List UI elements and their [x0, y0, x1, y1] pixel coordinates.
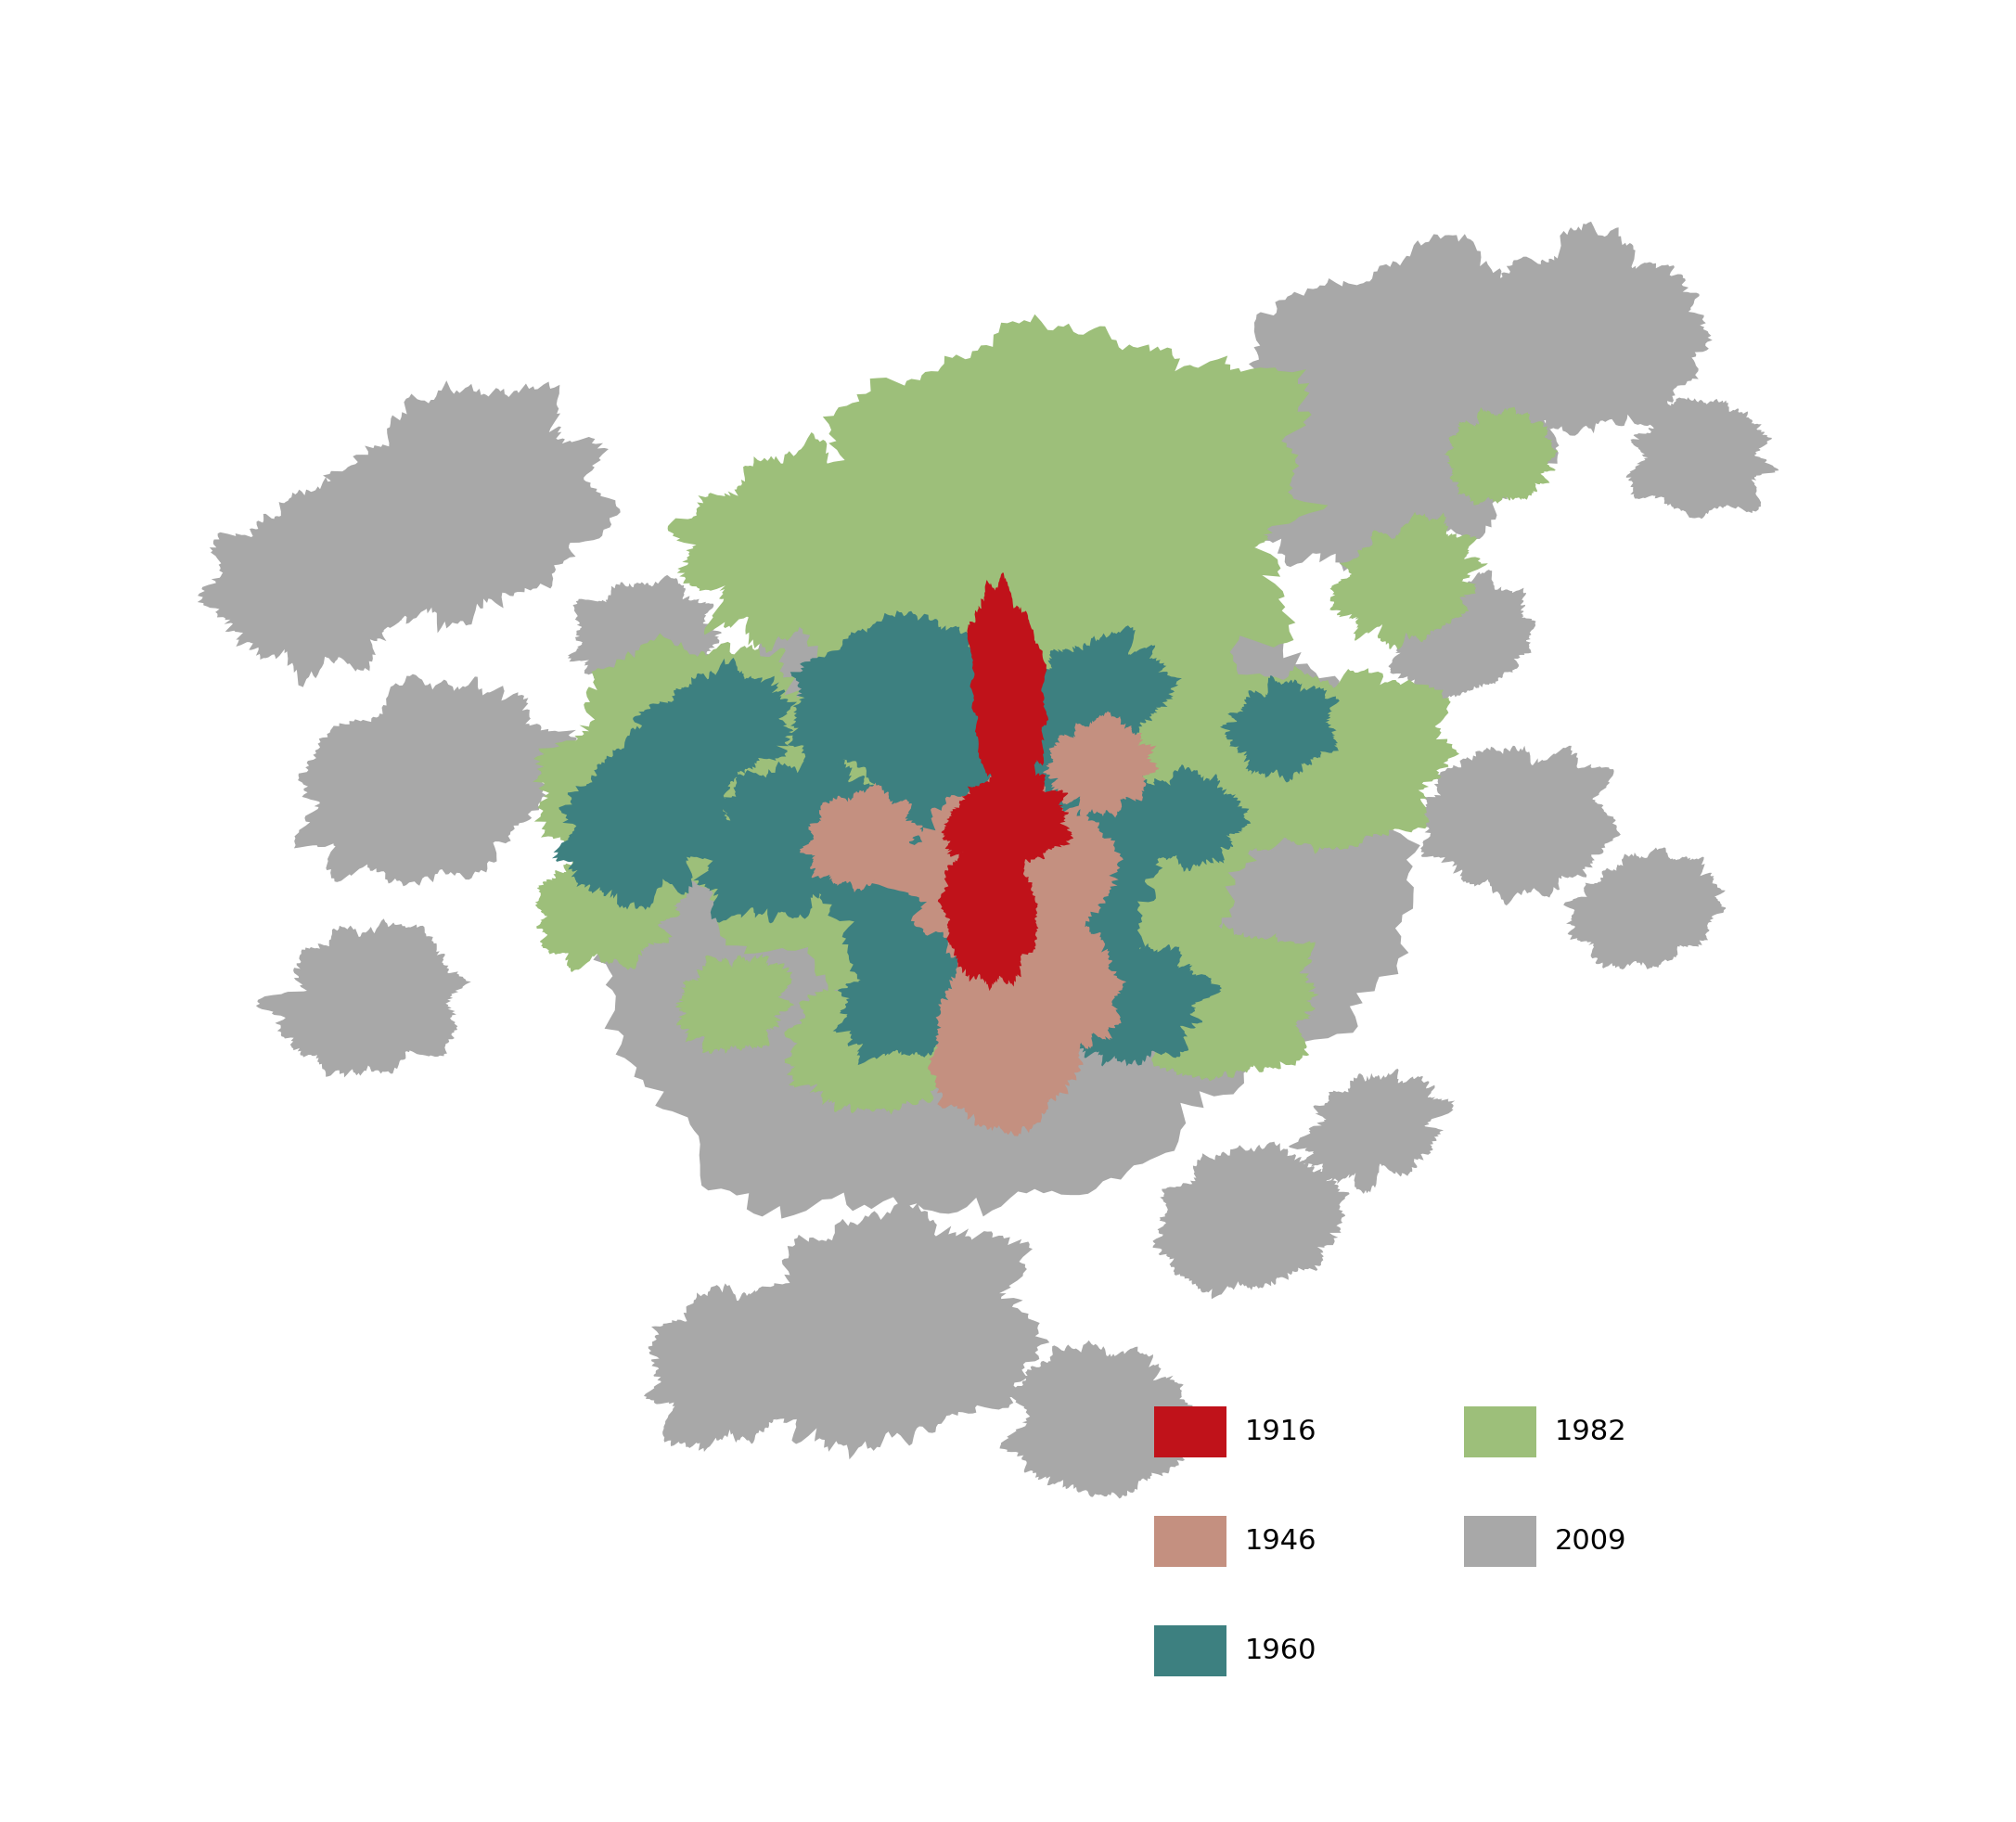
FancyBboxPatch shape: [1464, 1407, 1536, 1458]
Polygon shape: [1000, 1341, 1206, 1500]
Text: 1982: 1982: [1554, 1419, 1627, 1445]
Polygon shape: [1050, 940, 1222, 1066]
FancyBboxPatch shape: [1153, 1516, 1226, 1567]
Polygon shape: [833, 940, 998, 1066]
Polygon shape: [1383, 570, 1536, 700]
Polygon shape: [1419, 745, 1621, 906]
FancyBboxPatch shape: [1464, 1516, 1536, 1567]
Polygon shape: [675, 953, 794, 1053]
FancyBboxPatch shape: [1153, 1625, 1226, 1676]
Polygon shape: [694, 747, 883, 924]
Polygon shape: [1129, 922, 1318, 1080]
Polygon shape: [798, 703, 1177, 1018]
Polygon shape: [1564, 847, 1726, 969]
Polygon shape: [198, 477, 433, 687]
Polygon shape: [1018, 625, 1181, 751]
Text: 2009: 2009: [1554, 1529, 1627, 1554]
Polygon shape: [784, 951, 984, 1115]
Polygon shape: [800, 783, 923, 893]
Polygon shape: [1153, 1142, 1349, 1299]
Polygon shape: [728, 1197, 1050, 1459]
Polygon shape: [552, 725, 736, 909]
Text: 1916: 1916: [1244, 1419, 1316, 1445]
Polygon shape: [1183, 665, 1460, 855]
Polygon shape: [569, 576, 722, 698]
Polygon shape: [294, 674, 577, 885]
Polygon shape: [683, 525, 1306, 1070]
Polygon shape: [927, 937, 1083, 1137]
Polygon shape: [312, 381, 621, 640]
Polygon shape: [1220, 676, 1339, 782]
Polygon shape: [532, 632, 829, 893]
Polygon shape: [633, 658, 796, 796]
Polygon shape: [1443, 406, 1558, 505]
Polygon shape: [1331, 512, 1488, 650]
Polygon shape: [754, 313, 1329, 722]
Polygon shape: [577, 505, 1419, 1219]
Polygon shape: [788, 610, 1022, 785]
Text: 1960: 1960: [1244, 1638, 1316, 1663]
Polygon shape: [1111, 486, 1268, 605]
Polygon shape: [643, 1283, 831, 1452]
Polygon shape: [1288, 1070, 1456, 1193]
Polygon shape: [941, 763, 1073, 871]
Polygon shape: [1228, 233, 1583, 572]
Polygon shape: [968, 572, 1048, 802]
Polygon shape: [1627, 397, 1778, 519]
Polygon shape: [1042, 711, 1159, 818]
Polygon shape: [667, 432, 919, 654]
Text: 1946: 1946: [1244, 1529, 1316, 1554]
Polygon shape: [937, 833, 1038, 991]
FancyBboxPatch shape: [1153, 1407, 1226, 1458]
Polygon shape: [1478, 222, 1712, 435]
Polygon shape: [1002, 900, 1127, 1064]
Polygon shape: [1129, 765, 1250, 873]
Polygon shape: [534, 853, 689, 973]
Polygon shape: [871, 774, 1123, 977]
Polygon shape: [256, 918, 472, 1077]
